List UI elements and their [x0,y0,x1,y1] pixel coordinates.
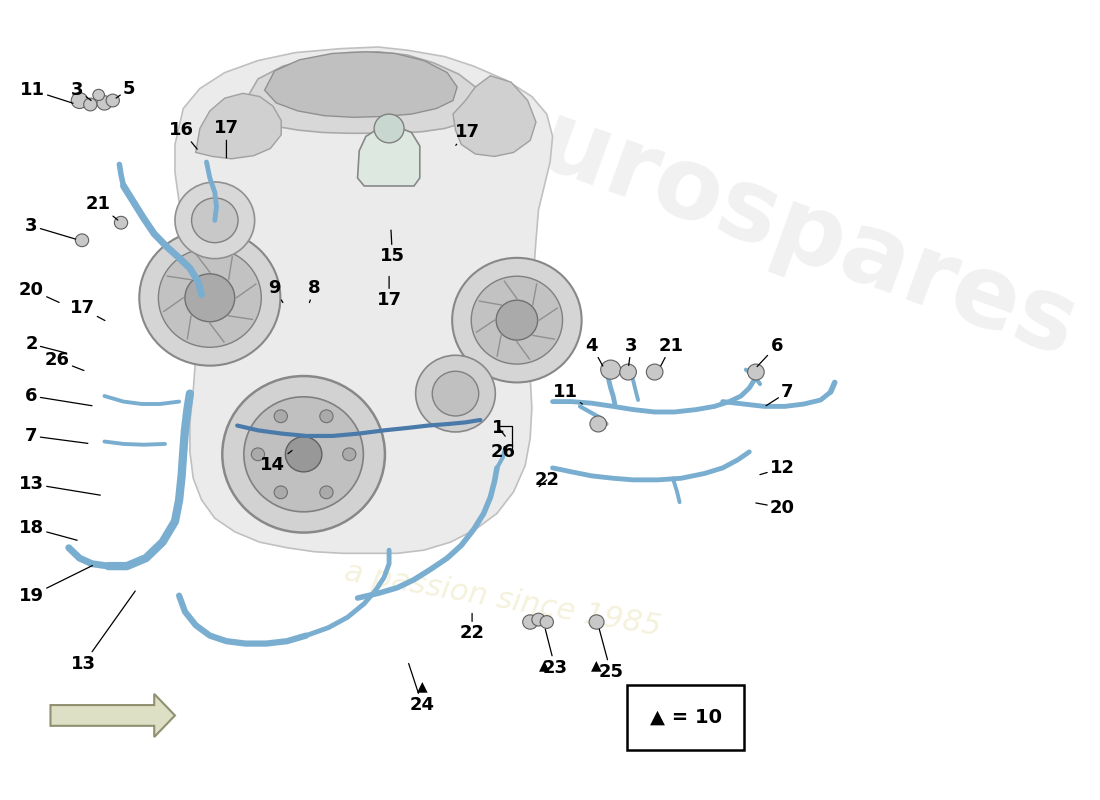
Circle shape [244,397,363,512]
Text: 26: 26 [45,351,84,370]
Text: 17: 17 [69,299,104,321]
Polygon shape [175,47,552,554]
Polygon shape [453,76,536,157]
Text: ▲ = 10: ▲ = 10 [650,708,722,727]
Circle shape [251,448,265,461]
Circle shape [175,182,254,258]
Circle shape [619,364,637,380]
Text: 7: 7 [25,427,88,445]
Circle shape [471,276,562,364]
Text: 21: 21 [659,337,684,366]
Polygon shape [358,127,420,186]
Text: 24: 24 [408,663,435,714]
Polygon shape [51,694,175,737]
Text: 4: 4 [585,337,603,366]
Circle shape [274,486,287,498]
Circle shape [285,437,322,472]
Text: 8: 8 [308,279,321,302]
Text: 1: 1 [493,419,505,437]
Text: 22: 22 [535,471,559,489]
Text: 16: 16 [169,121,197,150]
Circle shape [72,93,88,109]
Text: 26: 26 [491,443,515,461]
Circle shape [140,230,280,366]
Text: 18: 18 [19,518,77,540]
Text: eurospares: eurospares [463,70,1090,378]
Text: ▲: ▲ [417,679,428,693]
Circle shape [342,448,356,461]
Text: 20: 20 [756,499,795,517]
Text: 3: 3 [25,217,76,239]
Circle shape [522,615,538,630]
Text: 12: 12 [760,459,795,477]
Text: 17: 17 [454,123,480,146]
Circle shape [432,371,478,416]
Text: 9: 9 [268,279,283,302]
Circle shape [158,248,262,347]
Circle shape [191,198,238,242]
Text: 25: 25 [598,630,624,681]
Polygon shape [245,52,482,134]
Circle shape [274,410,287,422]
Text: 14: 14 [261,450,292,474]
Circle shape [452,258,582,382]
Text: 20: 20 [19,281,59,302]
Text: 6: 6 [25,387,92,406]
Circle shape [748,364,764,380]
Polygon shape [196,94,282,159]
Circle shape [540,616,553,629]
Text: 5: 5 [117,79,135,98]
Text: 22: 22 [460,614,485,642]
Circle shape [647,364,663,380]
Circle shape [114,216,128,229]
Polygon shape [265,52,458,118]
Text: 17: 17 [376,276,402,309]
FancyBboxPatch shape [627,685,745,750]
Circle shape [320,410,333,422]
Text: a passion since 1985: a passion since 1985 [342,558,663,642]
Text: 7: 7 [766,383,794,406]
Text: 13: 13 [72,591,135,673]
Circle shape [92,90,104,101]
Circle shape [185,274,234,322]
Text: 13: 13 [19,475,100,495]
Text: 23: 23 [542,630,568,677]
Text: 3: 3 [625,337,638,366]
Circle shape [106,94,120,107]
Circle shape [97,96,112,110]
Text: 3: 3 [70,81,91,101]
Text: 6: 6 [757,337,783,366]
Text: 21: 21 [86,195,118,220]
Circle shape [590,615,604,630]
Circle shape [222,376,385,533]
Circle shape [496,300,538,340]
Circle shape [320,486,333,498]
Text: 11: 11 [552,383,582,404]
Circle shape [374,114,404,143]
Text: 19: 19 [19,566,92,605]
Circle shape [76,234,89,246]
Text: 15: 15 [379,230,405,266]
Text: 11: 11 [20,81,73,103]
Circle shape [84,98,97,111]
Text: 17: 17 [213,119,239,158]
Circle shape [601,360,620,379]
Circle shape [416,355,495,432]
Circle shape [590,416,606,432]
Text: ▲: ▲ [592,658,602,672]
Text: 2: 2 [25,335,65,353]
Text: ▲: ▲ [539,658,550,672]
Circle shape [531,614,546,626]
